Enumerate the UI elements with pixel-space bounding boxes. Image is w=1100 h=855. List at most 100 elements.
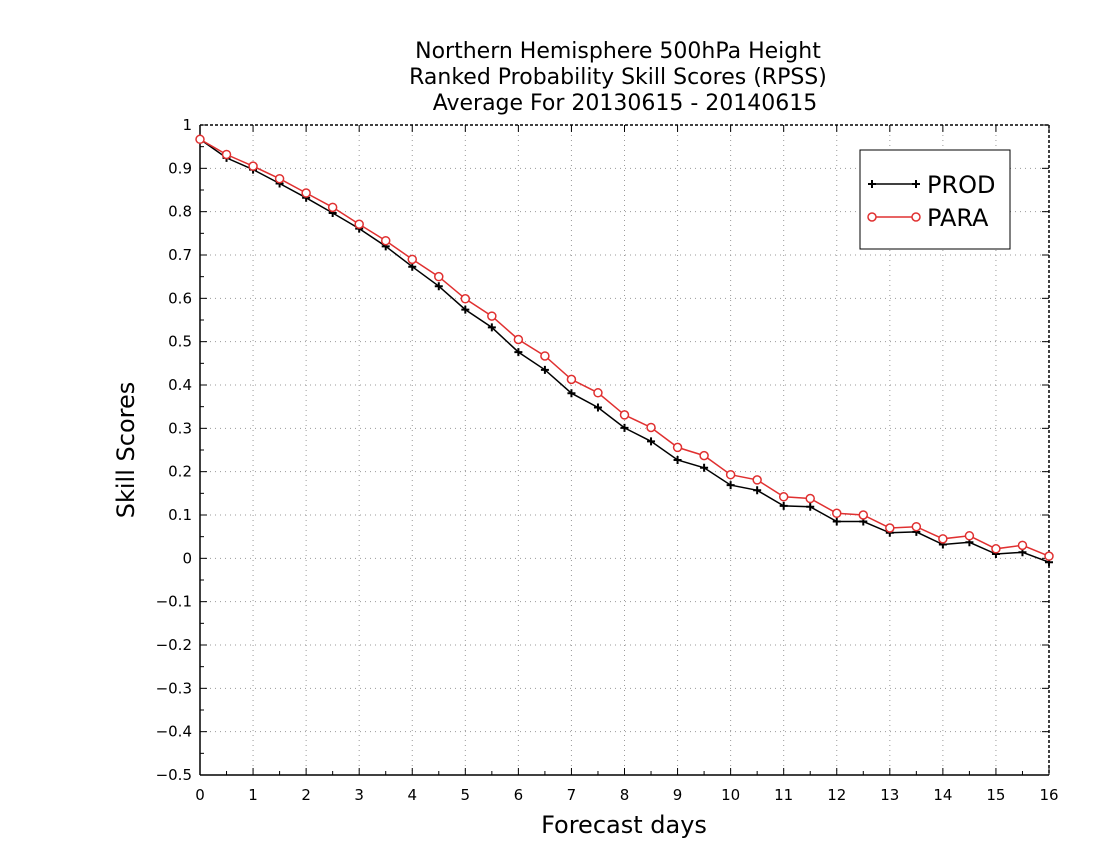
x-tick-label: 4 [407, 786, 417, 804]
x-tick-label: 11 [774, 786, 793, 804]
data-point-prod [806, 502, 815, 511]
x-tick-label: 8 [620, 786, 630, 804]
x-tick-label: 7 [567, 786, 577, 804]
y-tick-label: −0.5 [156, 766, 192, 784]
data-point-prod [726, 481, 735, 490]
legend-marker-para [867, 212, 877, 222]
legend-marker-para [911, 212, 921, 222]
y-tick-label: −0.2 [156, 636, 192, 654]
y-tick-label: −0.1 [156, 593, 192, 611]
x-tick-label: 0 [195, 786, 205, 804]
data-point-para [699, 450, 709, 461]
data-point-prod [540, 365, 549, 374]
data-point-para [1044, 551, 1054, 561]
x-tick-label: 6 [514, 786, 524, 804]
data-point-para [487, 311, 497, 321]
chart-title-line-1: Northern Hemisphere 500hPa Height [415, 39, 821, 64]
chart-title-line-2: Ranked Probability Skill Scores (RPSS) [409, 65, 827, 90]
data-point-para [885, 523, 895, 533]
data-point-para [540, 351, 550, 361]
chart-title-line-3: Average For 20130615 - 20140615 [433, 91, 818, 116]
data-point-prod [434, 282, 443, 291]
x-tick-label: 13 [880, 786, 899, 804]
y-tick-label: 0.1 [168, 506, 192, 524]
legend-box [859, 149, 1011, 250]
data-point-para [593, 388, 603, 398]
data-point-para [407, 254, 417, 265]
y-tick-label: 0.5 [168, 333, 192, 351]
legend-marker-prod [912, 180, 920, 188]
data-point-prod [514, 348, 523, 357]
data-point-para [832, 508, 842, 519]
data-point-para [513, 334, 524, 345]
y-tick-label: 0.3 [168, 419, 192, 437]
x-tick-label: 9 [673, 786, 683, 804]
data-point-para [274, 173, 285, 184]
x-tick-label: 16 [1039, 786, 1058, 804]
data-series [195, 134, 1054, 567]
data-point-para [725, 469, 736, 480]
data-point-para [301, 188, 311, 198]
grid-lines [200, 125, 1049, 775]
data-point-prod [832, 517, 841, 526]
data-point-prod [673, 455, 682, 464]
data-point-prod [487, 323, 496, 332]
data-point-prod [620, 423, 629, 432]
x-tick-label: 10 [721, 786, 740, 804]
data-point-prod [753, 486, 762, 495]
data-point-para [858, 510, 869, 520]
data-point-prod [567, 389, 576, 398]
data-point-para [805, 493, 815, 504]
data-point-para [964, 531, 975, 541]
x-tick-label: 12 [827, 786, 846, 804]
legend-marker-prod [868, 180, 876, 188]
y-tick-label: −0.4 [156, 723, 192, 741]
data-point-prod [779, 501, 788, 510]
y-tick-label: 1 [182, 116, 192, 134]
data-point-prod [647, 437, 656, 446]
data-point-para [1017, 540, 1028, 551]
data-point-para [752, 475, 762, 485]
series-para [195, 134, 1054, 561]
data-point-prod [593, 403, 602, 412]
data-point-prod [700, 463, 709, 472]
x-axis-title: Forecast days [541, 811, 707, 839]
y-tick-label: 0.2 [168, 463, 192, 481]
data-point-para [646, 422, 656, 433]
legend-label-para: PARA [927, 204, 989, 232]
data-point-para [778, 492, 789, 502]
data-point-para [938, 534, 948, 544]
x-tick-label: 15 [986, 786, 1005, 804]
x-tick-label: 14 [933, 786, 952, 804]
y-tick-label: 0.9 [168, 159, 192, 177]
y-tick-label: 0 [182, 549, 192, 567]
x-tick-label: 2 [301, 786, 311, 804]
data-point-para [327, 202, 338, 213]
data-point-prod [461, 305, 470, 314]
data-point-para [380, 235, 391, 246]
data-point-para [619, 410, 630, 420]
data-point-para [991, 544, 1001, 554]
x-tick-label: 5 [461, 786, 471, 804]
legend-label-prod: PROD [927, 171, 996, 199]
x-tick-label: 3 [354, 786, 364, 804]
data-point-para [672, 442, 683, 453]
x-tick-label: 1 [248, 786, 258, 804]
data-point-para [195, 134, 205, 145]
data-point-para [434, 271, 444, 282]
y-axis-title: Skill Scores [112, 382, 140, 519]
data-point-para [911, 521, 922, 532]
chart-title: Northern Hemisphere 500hPa Height Ranked… [409, 39, 827, 116]
y-tick-label: −0.3 [156, 679, 192, 697]
y-tick-label: 0.8 [168, 203, 192, 221]
y-tick-label: 0.6 [168, 289, 192, 307]
y-tick-label: 0.4 [168, 376, 192, 394]
data-point-para [566, 374, 577, 385]
y-tick-label: 0.7 [168, 246, 192, 264]
data-point-para [221, 149, 232, 160]
axes: 0 1 2 3 4 5 6 7 8 9 10 11 12 13 14 15 1610.90.80.70.60.5… [156, 116, 1059, 804]
data-point-para [460, 294, 471, 304]
data-point-para [248, 161, 258, 171]
